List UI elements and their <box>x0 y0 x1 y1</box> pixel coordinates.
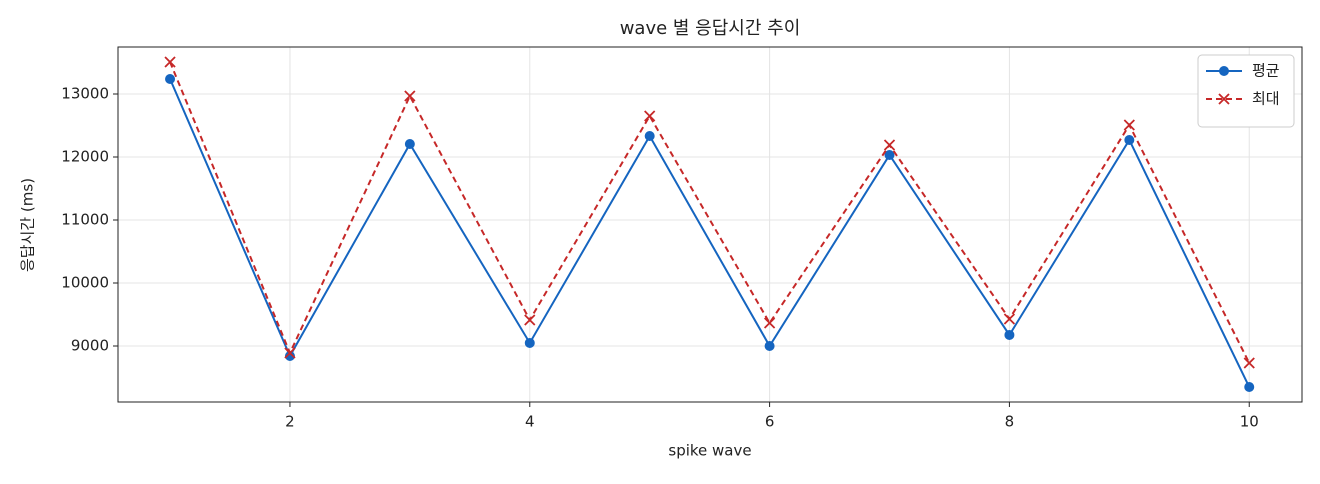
point <box>763 317 776 329</box>
point <box>1004 329 1015 340</box>
point <box>644 110 656 122</box>
point <box>284 351 295 362</box>
point <box>1243 357 1255 369</box>
point <box>524 337 535 348</box>
y-tick-label: 13000 <box>61 84 109 102</box>
x-tick-label: 6 <box>765 413 775 431</box>
legend-label: 평균 <box>1252 62 1280 80</box>
x-tick-label: 10 <box>1240 413 1259 431</box>
legend-marker <box>1219 66 1229 76</box>
x-axis-label: spike wave <box>668 442 751 460</box>
point <box>883 139 896 151</box>
y-tick-label: 9000 <box>71 336 109 354</box>
y-tick-label: 12000 <box>61 147 109 165</box>
point <box>524 314 536 326</box>
point <box>404 90 416 102</box>
point <box>1123 119 1135 131</box>
x-tick-label: 4 <box>525 413 535 431</box>
point <box>1124 134 1135 145</box>
legend-marker <box>1218 93 1230 105</box>
point <box>164 56 176 68</box>
series-line <box>169 78 1251 388</box>
point <box>1244 382 1255 393</box>
point <box>165 74 176 85</box>
point <box>1003 313 1016 325</box>
y-tick-label: 11000 <box>61 210 109 228</box>
point <box>284 347 296 359</box>
chart-title: wave 별 응답시간 추이 <box>620 18 801 39</box>
x-tick-label: 2 <box>285 413 295 431</box>
point <box>644 131 655 142</box>
point <box>764 340 775 351</box>
y-tick-label: 10000 <box>61 273 109 291</box>
y-axis-label: 응답시간 (ms) <box>19 178 37 272</box>
plot-frame <box>117 46 1303 403</box>
point <box>884 149 895 160</box>
x-tick-label: 8 <box>1005 413 1015 431</box>
point <box>404 139 415 150</box>
legend-label: 최대 <box>1252 90 1280 108</box>
